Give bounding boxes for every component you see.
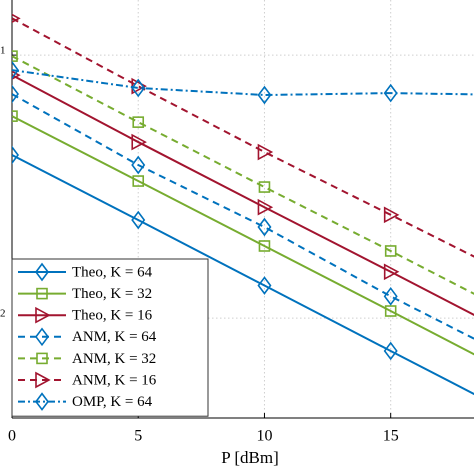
- series-line: [12, 93, 474, 340]
- marker: [383, 263, 400, 281]
- marker: [383, 286, 398, 306]
- marker: [12, 60, 19, 80]
- x-tick-label: 5: [134, 428, 142, 445]
- marker: [36, 287, 48, 300]
- x-tick-label: 10: [256, 428, 272, 445]
- marker: [384, 305, 397, 317]
- legend-label: Theo, K = 64: [72, 264, 153, 280]
- marker: [258, 181, 271, 193]
- marker: [12, 145, 19, 165]
- marker: [131, 78, 146, 98]
- marker: [132, 175, 145, 187]
- y-tick-label: 2: [0, 308, 6, 320]
- series-line: [12, 69, 474, 97]
- series-line: [12, 55, 474, 295]
- marker: [384, 245, 397, 257]
- x-tick-label: 0: [8, 428, 16, 445]
- marker: [35, 306, 51, 324]
- legend-label: ANM, K = 32: [72, 351, 156, 367]
- marker: [257, 198, 274, 216]
- x-tick-label: 15: [383, 428, 399, 445]
- marker: [257, 217, 272, 237]
- marker: [35, 327, 49, 347]
- series-line: [12, 154, 474, 396]
- marker: [12, 84, 19, 104]
- marker: [383, 206, 400, 224]
- marker: [35, 371, 51, 389]
- series-line: [12, 17, 474, 258]
- legend-label: ANM, K = 16: [72, 372, 157, 388]
- y-tick-label: 1: [0, 45, 6, 57]
- marker: [383, 83, 398, 103]
- marker: [257, 276, 272, 295]
- marker: [132, 116, 145, 128]
- series-line: [12, 74, 474, 316]
- marker: [12, 50, 18, 62]
- series-line: [12, 115, 474, 356]
- legend-label: Theo, K = 32: [72, 286, 152, 302]
- legend-label: ANM, K = 64: [72, 329, 157, 345]
- x-axis-label: P [dBm]: [221, 448, 278, 467]
- marker: [383, 341, 398, 361]
- marker: [258, 240, 271, 252]
- plot-area: [12, 13, 474, 396]
- marker: [257, 85, 272, 105]
- marker: [257, 143, 274, 161]
- marker: [131, 155, 146, 175]
- marker: [35, 392, 49, 411]
- marker: [131, 133, 147, 151]
- marker: [131, 210, 146, 230]
- legend-label: OMP, K = 64: [72, 394, 153, 410]
- marker: [12, 13, 21, 23]
- marker: [36, 352, 48, 365]
- marker: [35, 262, 49, 282]
- legend-label: Theo, K = 16: [72, 308, 153, 324]
- marker: [12, 110, 18, 122]
